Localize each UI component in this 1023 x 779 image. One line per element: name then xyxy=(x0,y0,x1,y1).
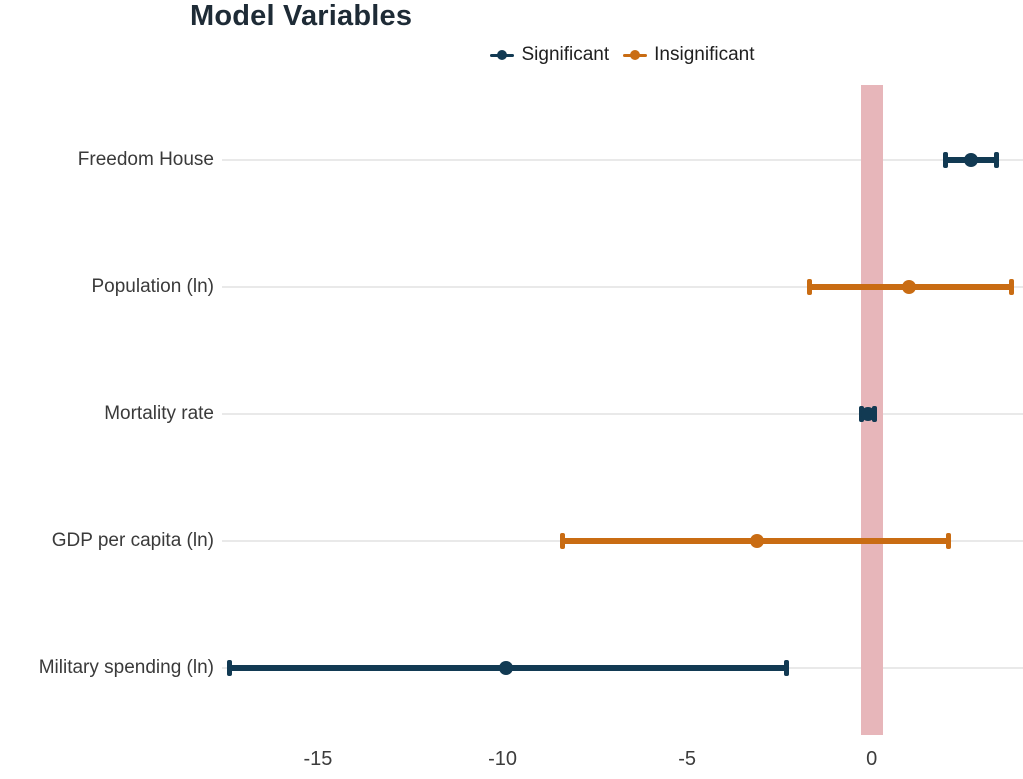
category-label: Mortality rate xyxy=(104,403,214,424)
ci-upper-cap xyxy=(783,660,789,676)
dot-glyph xyxy=(497,50,508,60)
legend-label-significant: Significant xyxy=(521,44,610,65)
ci-upper-cap xyxy=(994,152,1000,168)
point-estimate xyxy=(499,661,514,675)
category-label: Military spending (ln) xyxy=(38,657,214,678)
gridline xyxy=(222,286,1023,288)
ci-lower-cap xyxy=(227,660,233,676)
legend: Significant Insignificant xyxy=(222,44,1023,66)
ci-lower-cap xyxy=(806,279,812,295)
ci-upper-cap xyxy=(1008,279,1014,295)
point-estimate xyxy=(860,407,875,421)
point-estimate xyxy=(750,534,765,548)
gridline xyxy=(222,413,1023,415)
x-tick-label: -10 xyxy=(488,748,517,770)
chart-title: Model Variables xyxy=(190,0,413,32)
category-label: GDP per capita (ln) xyxy=(51,530,214,551)
insignificant-marker-icon xyxy=(623,48,648,62)
gridline xyxy=(222,159,1023,161)
point-estimate xyxy=(964,153,979,167)
category-label: Freedom House xyxy=(77,149,214,170)
ci-lower-cap xyxy=(559,533,565,549)
x-tick-label: -5 xyxy=(678,748,696,770)
x-tick-label: -15 xyxy=(303,748,333,770)
point-estimate xyxy=(901,280,916,294)
dot-glyph xyxy=(630,50,641,60)
significant-marker-icon xyxy=(490,48,515,62)
legend-item-significant: Significant xyxy=(490,44,609,66)
legend-item-insignificant: Insignificant xyxy=(623,44,755,66)
x-tick-label: 0 xyxy=(866,748,878,770)
ci-upper-cap xyxy=(946,533,952,549)
ci-lower-cap xyxy=(943,152,949,168)
legend-label-insignificant: Insignificant xyxy=(654,44,755,65)
category-label: Population (ln) xyxy=(91,276,214,297)
